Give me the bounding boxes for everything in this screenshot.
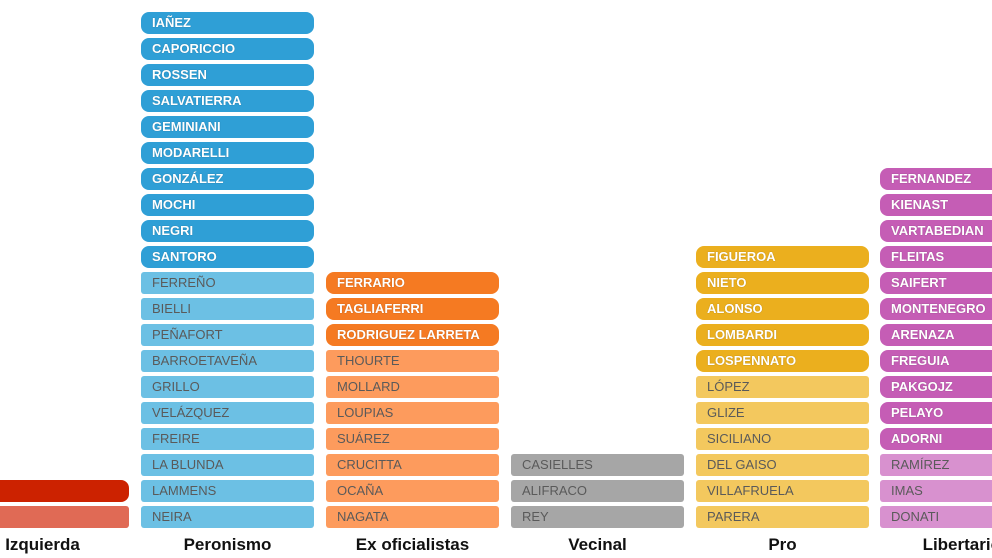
- seat-new: CAPORICCIO: [141, 38, 314, 60]
- seat-continuing: LÓPEZ: [696, 376, 869, 398]
- column-label: Peronismo: [183, 535, 272, 554]
- seat-stack: SI RI: [0, 476, 129, 528]
- seat-continuing: NEIRA: [141, 506, 314, 528]
- seat-continuing: PEÑAFORT: [141, 324, 314, 346]
- seat-continuing: IMAS: [880, 480, 992, 502]
- seat-continuing: OCAÑA: [326, 480, 499, 502]
- seat-new: SALVATIERRA: [141, 90, 314, 112]
- column-ex-oficialistas: FERRARIO TAGLIAFERRI RODRIGUEZ LARRETA THOU…: [326, 0, 499, 558]
- seat-new: KIENAST: [880, 194, 992, 216]
- seat-continuing: LAMMENS: [141, 480, 314, 502]
- seat-new: LOMBARDI: [696, 324, 869, 346]
- seat-new: PAKGOJZ: [880, 376, 992, 398]
- seat-new: NIETO: [696, 272, 869, 294]
- seat-continuing: VILLAFRUELA: [696, 480, 869, 502]
- seat-new: GONZÁLEZ: [141, 168, 314, 190]
- seat-new: SAIFERT: [880, 272, 992, 294]
- seat-continuing: GRILLO: [141, 376, 314, 398]
- seat-new: GEMINIANI: [141, 116, 314, 138]
- column-vecinal: CASIELLES ALIFRACO REY Vecinal: [511, 0, 684, 558]
- seat-stack: FIGUEROA NIETO ALONSO LOMBARDI LOSPENNATO LÓP…: [696, 242, 869, 528]
- seat-continuing: RAMÍREZ: [880, 454, 992, 476]
- seat-continuing: LOUPIAS: [326, 402, 499, 424]
- seat-stack: IAÑEZ CAPORICCIO ROSSEN SALVATIERRA GEMINIAN…: [141, 8, 314, 528]
- seat-stack: FERRARIO TAGLIAFERRI RODRIGUEZ LARRETA THOU…: [326, 268, 499, 528]
- seat-continuing: REY: [511, 506, 684, 528]
- seat-new: ADORNI: [880, 428, 992, 450]
- seat-continuing: BIELLI: [141, 298, 314, 320]
- column-libertarios: FERNANDEZ KIENAST VARTABEDIAN FLEITAS SAIFER…: [880, 0, 992, 558]
- seat-continuing: FREIRE: [141, 428, 314, 450]
- column-pro: FIGUEROA NIETO ALONSO LOMBARDI LOSPENNATO LÓP…: [696, 0, 869, 558]
- seat-new: RODRIGUEZ LARRETA: [326, 324, 499, 346]
- column-label: Libertarios: [922, 535, 992, 554]
- seat-new: MONTENEGRO: [880, 298, 992, 320]
- seat-continuing: ALIFRACO: [511, 480, 684, 502]
- seat-continuing: PARERA: [696, 506, 869, 528]
- seat-continuing: THOURTE: [326, 350, 499, 372]
- column-label: Ex oficialistas: [355, 535, 470, 554]
- seat-new: FERRARIO: [326, 272, 499, 294]
- seat-continuing: LA BLUNDA: [141, 454, 314, 476]
- seat-continuing: VELÁZQUEZ: [141, 402, 314, 424]
- seat-new: FERNANDEZ: [880, 168, 992, 190]
- seat-continuing: BARROETAVEÑA: [141, 350, 314, 372]
- seat-new: ARENAZA: [880, 324, 992, 346]
- seat-new: TAGLIAFERRI: [326, 298, 499, 320]
- seat-new: ALONSO: [696, 298, 869, 320]
- seat-new: MODARELLI: [141, 142, 314, 164]
- seat-new: FLEITAS: [880, 246, 992, 268]
- seat-continuing: CASIELLES: [511, 454, 684, 476]
- column-izquierda: SI RI Izquierda: [0, 0, 129, 558]
- column-peronismo: IAÑEZ CAPORICCIO ROSSEN SALVATIERRA GEMINIAN…: [141, 0, 314, 558]
- column-label: Izquierda: [5, 535, 80, 554]
- seat-stack: FERNANDEZ KIENAST VARTABEDIAN FLEITAS SAIFER…: [880, 164, 992, 528]
- seat-new: SI: [0, 480, 129, 502]
- seat-continuing: MOLLARD: [326, 376, 499, 398]
- seat-new: FIGUEROA: [696, 246, 869, 268]
- seat-new: FREGUIA: [880, 350, 992, 372]
- seat-continuing: SUÁREZ: [326, 428, 499, 450]
- seat-new: NEGRI: [141, 220, 314, 242]
- seat-continuing: DONATI: [880, 506, 992, 528]
- seat-continuing: CRUCITTA: [326, 454, 499, 476]
- seat-new: VARTABEDIAN: [880, 220, 992, 242]
- seat-continuing: FERREÑO: [141, 272, 314, 294]
- seat-new: LOSPENNATO: [696, 350, 869, 372]
- seat-new: IAÑEZ: [141, 12, 314, 34]
- seat-stack: CASIELLES ALIFRACO REY: [511, 450, 684, 528]
- seat-continuing: SICILIANO: [696, 428, 869, 450]
- seat-continuing: NAGATA: [326, 506, 499, 528]
- seat-continuing: GLIZE: [696, 402, 869, 424]
- seat-new: PELAYO: [880, 402, 992, 424]
- seat-new: MOCHI: [141, 194, 314, 216]
- seat-continuing: RI: [0, 506, 129, 528]
- seat-new: ROSSEN: [141, 64, 314, 86]
- seat-continuing: DEL GAISO: [696, 454, 869, 476]
- column-label: Vecinal: [568, 535, 627, 554]
- column-label: Pro: [768, 535, 797, 554]
- seat-new: SANTORO: [141, 246, 314, 268]
